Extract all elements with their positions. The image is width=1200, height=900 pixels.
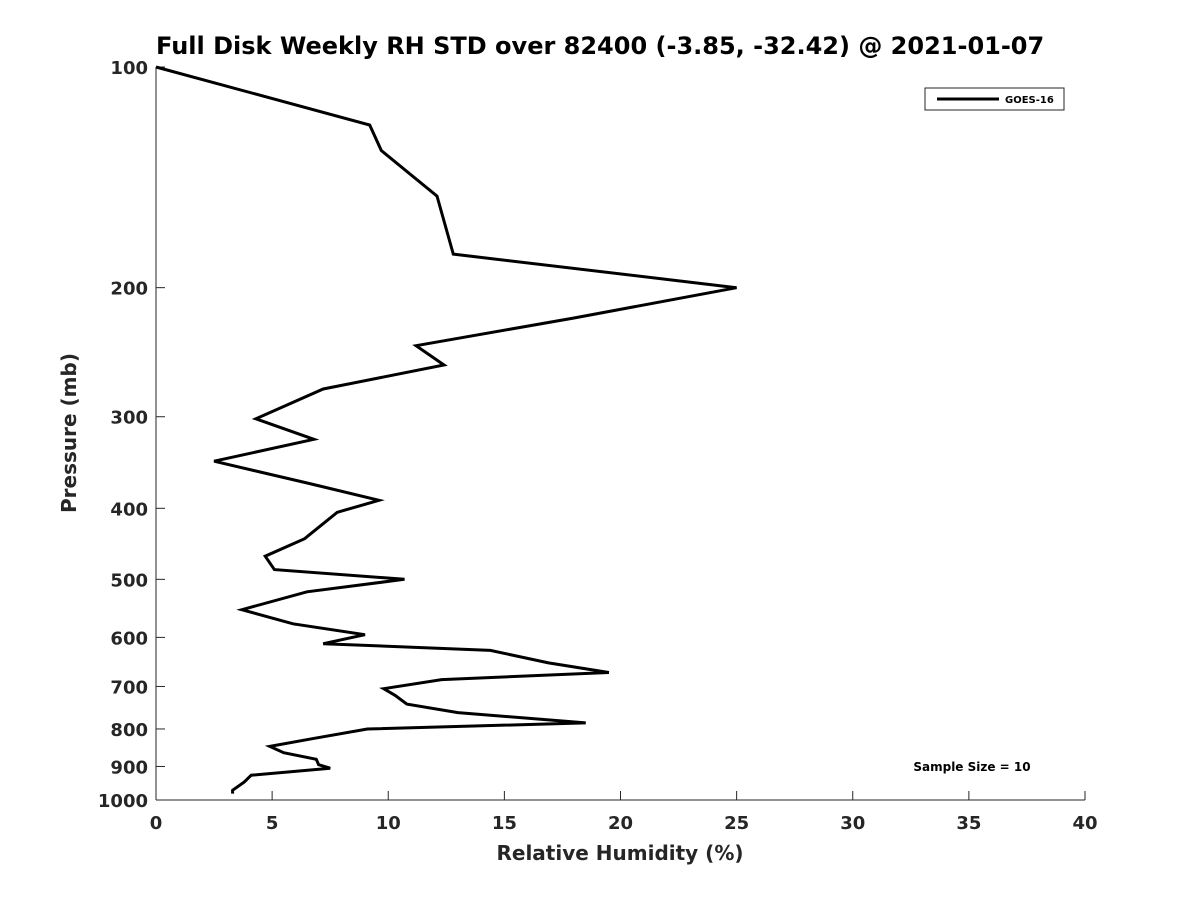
x-tick-label: 20 — [608, 813, 633, 834]
x-tick-label: 10 — [376, 813, 401, 834]
y-tick-label: 500 — [110, 570, 148, 591]
y-tick-label: 300 — [110, 408, 148, 429]
y-tick-label: 600 — [110, 628, 148, 649]
y-axis-ticks: 100 200 300 400 500 600 700 800 900 1000 — [98, 58, 165, 812]
x-axis-ticks: 0 5 10 15 20 25 30 35 40 — [150, 791, 1098, 834]
y-tick-label: 100 — [110, 58, 148, 79]
series-line-goes-16 — [155, 65, 737, 794]
series-layer — [155, 65, 737, 794]
x-tick-label: 0 — [150, 813, 163, 834]
x-tick-label: 35 — [956, 813, 981, 834]
sample-size-annotation: Sample Size = 10 — [913, 760, 1030, 774]
x-tick-label: 40 — [1072, 813, 1097, 834]
chart-title: Full Disk Weekly RH STD over 82400 (-3.8… — [156, 32, 1044, 60]
y-tick-label: 800 — [110, 720, 148, 741]
y-tick-label: 1000 — [98, 791, 148, 812]
y-tick-label: 400 — [110, 499, 148, 520]
y-axis-label: Pressure (mb) — [57, 353, 81, 513]
x-tick-label: 15 — [492, 813, 517, 834]
x-tick-label: 30 — [840, 813, 865, 834]
legend: GOES-16 — [924, 87, 1065, 111]
y-tick-label: 200 — [110, 279, 148, 300]
x-tick-label: 25 — [724, 813, 749, 834]
legend-label-goes-16: GOES-16 — [1005, 95, 1054, 106]
y-tick-label: 900 — [110, 757, 148, 778]
x-axis-label: Relative Humidity (%) — [496, 841, 743, 865]
y-tick-label: 700 — [110, 677, 148, 698]
x-tick-label: 5 — [266, 813, 279, 834]
